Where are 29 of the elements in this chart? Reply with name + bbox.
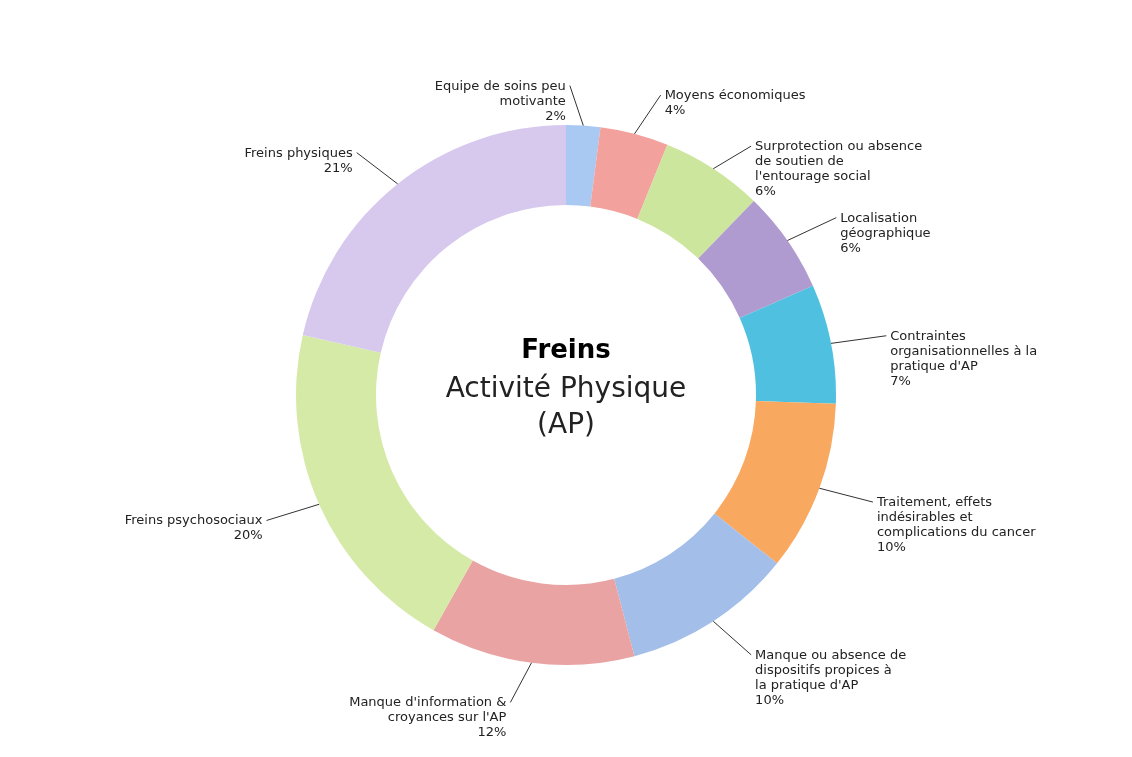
slice-label: Freins psychosociaux bbox=[124, 512, 263, 528]
data-label: 10% bbox=[755, 691, 785, 707]
data-label: 20% bbox=[233, 527, 263, 543]
data-label: 6% bbox=[755, 183, 776, 199]
data-label: 4% bbox=[664, 102, 686, 118]
slice-label: Moyens économiques bbox=[664, 87, 806, 103]
donut-slice bbox=[637, 144, 754, 259]
donut-slice bbox=[433, 560, 635, 665]
donut-slice bbox=[739, 285, 836, 404]
data-label: 12% bbox=[477, 724, 507, 740]
slice-label: Equipe de soins peu motivante bbox=[434, 77, 566, 108]
slice-label: Manque ou absence de dispositifs propices à la pratique d'AP bbox=[755, 646, 907, 692]
slice-label: Manque d'information & croyances sur l'AP bbox=[349, 694, 507, 725]
slice-label: Contraintes organisationnelles à la pratique d'AP bbox=[890, 327, 1038, 373]
slice-label: Freins physiques bbox=[244, 144, 353, 160]
slice-label: Traitement, effets indésirables et complications du cancer bbox=[875, 494, 1037, 540]
data-label: 2% bbox=[545, 107, 566, 123]
donut-slice bbox=[698, 201, 813, 319]
data-label: 7% bbox=[890, 372, 911, 388]
data-label: 6% bbox=[840, 239, 861, 255]
donut-slice bbox=[566, 125, 601, 207]
text: Activité Physique (AP) bbox=[445, 371, 687, 440]
donut-slice bbox=[714, 401, 836, 564]
data-label: 21% bbox=[323, 159, 353, 175]
text: Freins bbox=[521, 334, 611, 364]
slice-label: Surprotection ou absence de soutien de l'entourage social bbox=[755, 138, 923, 184]
data-label: 10% bbox=[876, 539, 906, 555]
slice-label: Localisation géographique bbox=[840, 209, 931, 240]
donut-slice bbox=[590, 127, 668, 219]
